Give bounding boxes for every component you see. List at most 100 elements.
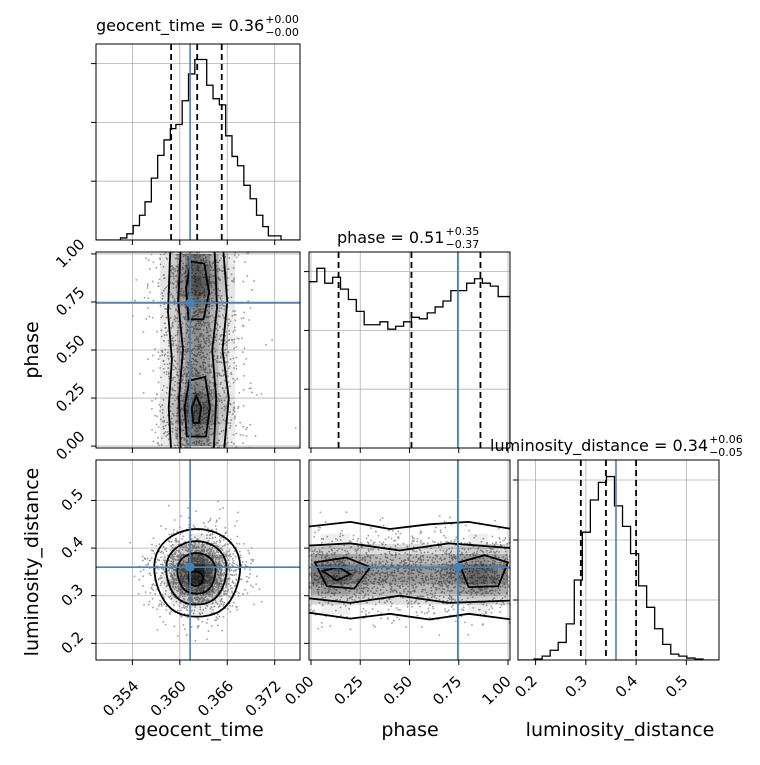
phase-geocent-density-cell	[160, 339, 168, 350]
distance-geocent-density-cell	[205, 564, 214, 574]
phase-geocent-density-cell	[177, 350, 185, 361]
phase-geocent-density-cell	[218, 414, 226, 425]
distance-geocent-sample-point	[174, 519, 176, 521]
distance-geocent-sample-point	[160, 525, 162, 527]
phase-geocent-sample-point	[240, 434, 242, 436]
distance-geocent-sample-point	[217, 624, 219, 626]
phase-geocent-density-cell	[193, 361, 201, 372]
phase-geocent-density-cell	[218, 329, 226, 340]
distance-phase-sample-point	[345, 511, 347, 513]
distance-geocent-sample-point	[165, 605, 167, 607]
distance-geocent-sample-point	[213, 541, 215, 543]
phase-geocent-density-cell	[160, 318, 168, 329]
distance-geocent-sample-point	[240, 554, 242, 556]
distance-geocent-sample-point	[217, 500, 219, 502]
phase-geocent-density-cell	[177, 275, 185, 286]
distance-geocent-sample-point	[233, 582, 235, 584]
distance-geocent-sample-point	[234, 525, 236, 527]
distance-phase-sample-point	[388, 530, 390, 532]
distance-geocent-sample-point	[227, 544, 229, 546]
distance-geocent-sample-point	[150, 574, 152, 576]
phase-geocent-density-cell	[193, 329, 201, 340]
phase-geocent-sample-point	[151, 253, 153, 255]
distance-geocent-sample-point	[231, 592, 233, 594]
phase-geocent-sample-point	[235, 365, 237, 367]
phase-geocent-density-cell	[160, 435, 168, 446]
distance-phase-sample-point	[419, 606, 421, 608]
distance-phase-sample-point	[370, 527, 372, 529]
phase-geocent-sample-point	[154, 415, 156, 417]
phase-geocent-density-cell	[218, 254, 226, 265]
distance-phase-sample-point	[437, 542, 439, 544]
distance-geocent-sample-point	[178, 541, 180, 543]
distance-geocent-sample-point	[161, 602, 163, 604]
distance-phase-sample-point	[427, 542, 429, 544]
distance-geocent-sample-point	[184, 607, 186, 609]
distance-phase-sample-point	[463, 607, 465, 609]
distance-phase-sample-point	[468, 530, 470, 532]
distance-geocent-sample-point	[244, 564, 246, 566]
phase-geocent-sample-point	[146, 287, 148, 289]
distance-geocent-sample-point	[153, 537, 155, 539]
phase-geocent-sample-point	[153, 300, 155, 302]
distance-phase-sample-point	[432, 541, 434, 543]
phase-geocent-density-cell	[160, 265, 168, 276]
phase-geocent-sample-point	[156, 267, 158, 269]
distance-phase-sample-point	[455, 620, 457, 622]
phase-geocent-sample-point	[236, 368, 238, 370]
distance-geocent-sample-point	[149, 572, 151, 574]
distance-geocent-sample-point	[156, 572, 158, 574]
distance-geocent-sample-point	[165, 528, 167, 530]
phase-geocent-sample-point	[253, 280, 255, 282]
phase-geocent-sample-point	[256, 394, 258, 396]
phase-geocent-density-cell	[160, 414, 168, 425]
distance-geocent-sample-point	[143, 569, 145, 571]
distance-phase-sample-point	[416, 612, 418, 614]
distance-geocent-density-cell	[205, 605, 214, 615]
distance-geocent-sample-point	[155, 545, 157, 547]
distance-geocent-sample-point	[225, 543, 227, 545]
phase-geocent-sample-point	[238, 338, 240, 340]
distance-geocent-sample-point	[222, 601, 224, 603]
phase-geocent-sample-point	[242, 434, 244, 436]
distance-geocent-sample-point	[234, 551, 236, 553]
distance-geocent-sample-point	[195, 640, 197, 642]
phase-geocent-density-cell	[193, 339, 201, 350]
distance-geocent-sample-point	[240, 557, 242, 559]
distance-phase-sample-point	[499, 607, 501, 609]
phase-geocent-sample-point	[235, 446, 237, 448]
distance-geocent-sample-point	[168, 505, 170, 507]
distance-geocent-density-cell	[188, 605, 197, 615]
phase-geocent-density-cell	[218, 297, 226, 308]
distance-geocent-sample-point	[152, 583, 154, 585]
phase-geocent-density-cell	[193, 307, 201, 318]
phase-geocent-sample-point	[250, 307, 252, 309]
phase-geocent-sample-point	[147, 358, 149, 360]
distance-geocent-sample-point	[224, 602, 226, 604]
distance-phase-sample-point	[340, 615, 342, 617]
distance-geocent-sample-point	[171, 541, 173, 543]
distance-phase-sample-point	[382, 517, 384, 519]
phase-geocent-sample-point	[243, 363, 245, 365]
phase-geocent-sample-point	[250, 382, 252, 384]
phase-geocent-sample-point	[158, 444, 160, 446]
distance-geocent-sample-point	[154, 593, 156, 595]
distance-geocent-sample-point	[215, 525, 217, 527]
distance-geocent-sample-point	[142, 556, 144, 558]
distance-geocent-sample-point	[154, 584, 156, 586]
phase-geocent-sample-point	[156, 331, 158, 333]
distance-phase-sample-point	[467, 634, 469, 636]
distance-geocent-sample-point	[156, 608, 158, 610]
distance-phase-sample-point	[504, 539, 506, 541]
phase-geocent-density-cell	[227, 339, 235, 350]
distance-geocent-sample-point	[222, 550, 224, 552]
phase-geocent-sample-point	[234, 252, 236, 254]
phase-geocent-density-cell	[168, 307, 176, 318]
distance-phase-sample-point	[318, 529, 320, 531]
phase-geocent-density-cell	[160, 297, 168, 308]
phase-geocent-sample-point	[246, 427, 248, 429]
phase-geocent-density-cell	[218, 393, 226, 404]
phase-geocent-density-cell	[202, 339, 210, 350]
distance-phase-sample-point	[439, 515, 441, 517]
phase-geocent-sample-point	[295, 427, 297, 429]
